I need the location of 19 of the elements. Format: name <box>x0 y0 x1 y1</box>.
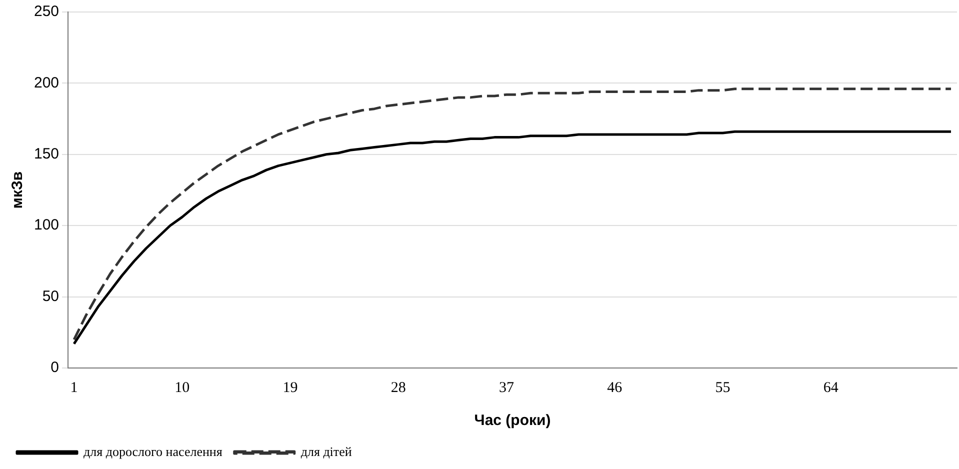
y-tick-label: 50 <box>42 288 60 305</box>
y-tick-label: 0 <box>50 359 60 376</box>
y-tick-label: 100 <box>34 216 60 234</box>
legend-label: для дорослого населення <box>84 444 222 459</box>
line-series <box>72 88 952 341</box>
x-tick-label: 10 <box>174 380 190 396</box>
x-tick-label: 37 <box>499 380 515 396</box>
x-tick-label: 55 <box>715 380 730 396</box>
x-tick-label: 46 <box>607 380 623 396</box>
x-tick-label: 64 <box>823 380 839 396</box>
x-axis-title: Час (роки) <box>474 412 551 430</box>
y-tick-label: 200 <box>34 74 60 92</box>
y-tick-label: 150 <box>34 146 60 163</box>
x-tick-label: 19 <box>282 380 298 396</box>
legend-label: для дітей <box>300 444 352 459</box>
x-tick-label: 28 <box>390 380 406 396</box>
x-tick-label: 1 <box>70 380 78 396</box>
y-tick-label: 250 <box>34 3 60 20</box>
y-axis-title: мкЗв <box>9 171 26 209</box>
